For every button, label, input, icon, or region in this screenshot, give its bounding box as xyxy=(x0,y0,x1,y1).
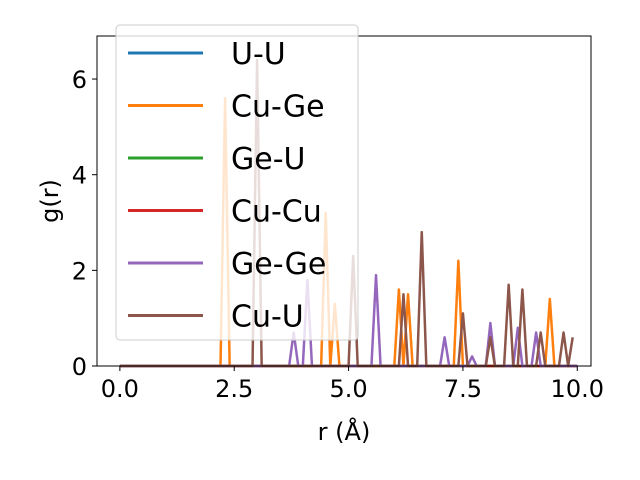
legend: U-U Cu-Ge Ge-U Cu-Cu Ge-Ge Cu-U xyxy=(115,24,359,341)
x-tick-label: 0.0 xyxy=(101,375,139,403)
y-tick-label: 4 xyxy=(72,162,87,190)
x-tick-label: 10.0 xyxy=(551,375,604,403)
x-tick-label: 7.5 xyxy=(444,375,482,403)
legend-label-u-u: U-U xyxy=(231,37,286,72)
legend-label-cu-u: Cu-U xyxy=(231,300,304,335)
y-tick-label: 0 xyxy=(72,353,87,381)
x-tick-label: 5.0 xyxy=(329,375,367,403)
y-tick-label: 2 xyxy=(72,257,87,285)
x-axis-label: r (Å) xyxy=(318,417,371,446)
legend-label-ge-ge: Ge-Ge xyxy=(231,247,326,282)
legend-label-ge-u: Ge-U xyxy=(231,142,306,177)
legend-box xyxy=(115,24,359,341)
y-axis-label: g(r) xyxy=(36,179,64,223)
x-axis: 0.0 2.5 5.0 7.5 10.0 xyxy=(101,366,604,403)
y-tick-label: 6 xyxy=(72,66,87,94)
legend-label-cu-cu: Cu-Cu xyxy=(231,195,322,230)
y-axis: 0 2 4 6 xyxy=(72,66,97,381)
x-tick-label: 2.5 xyxy=(215,375,253,403)
legend-label-cu-ge: Cu-Ge xyxy=(231,90,325,125)
